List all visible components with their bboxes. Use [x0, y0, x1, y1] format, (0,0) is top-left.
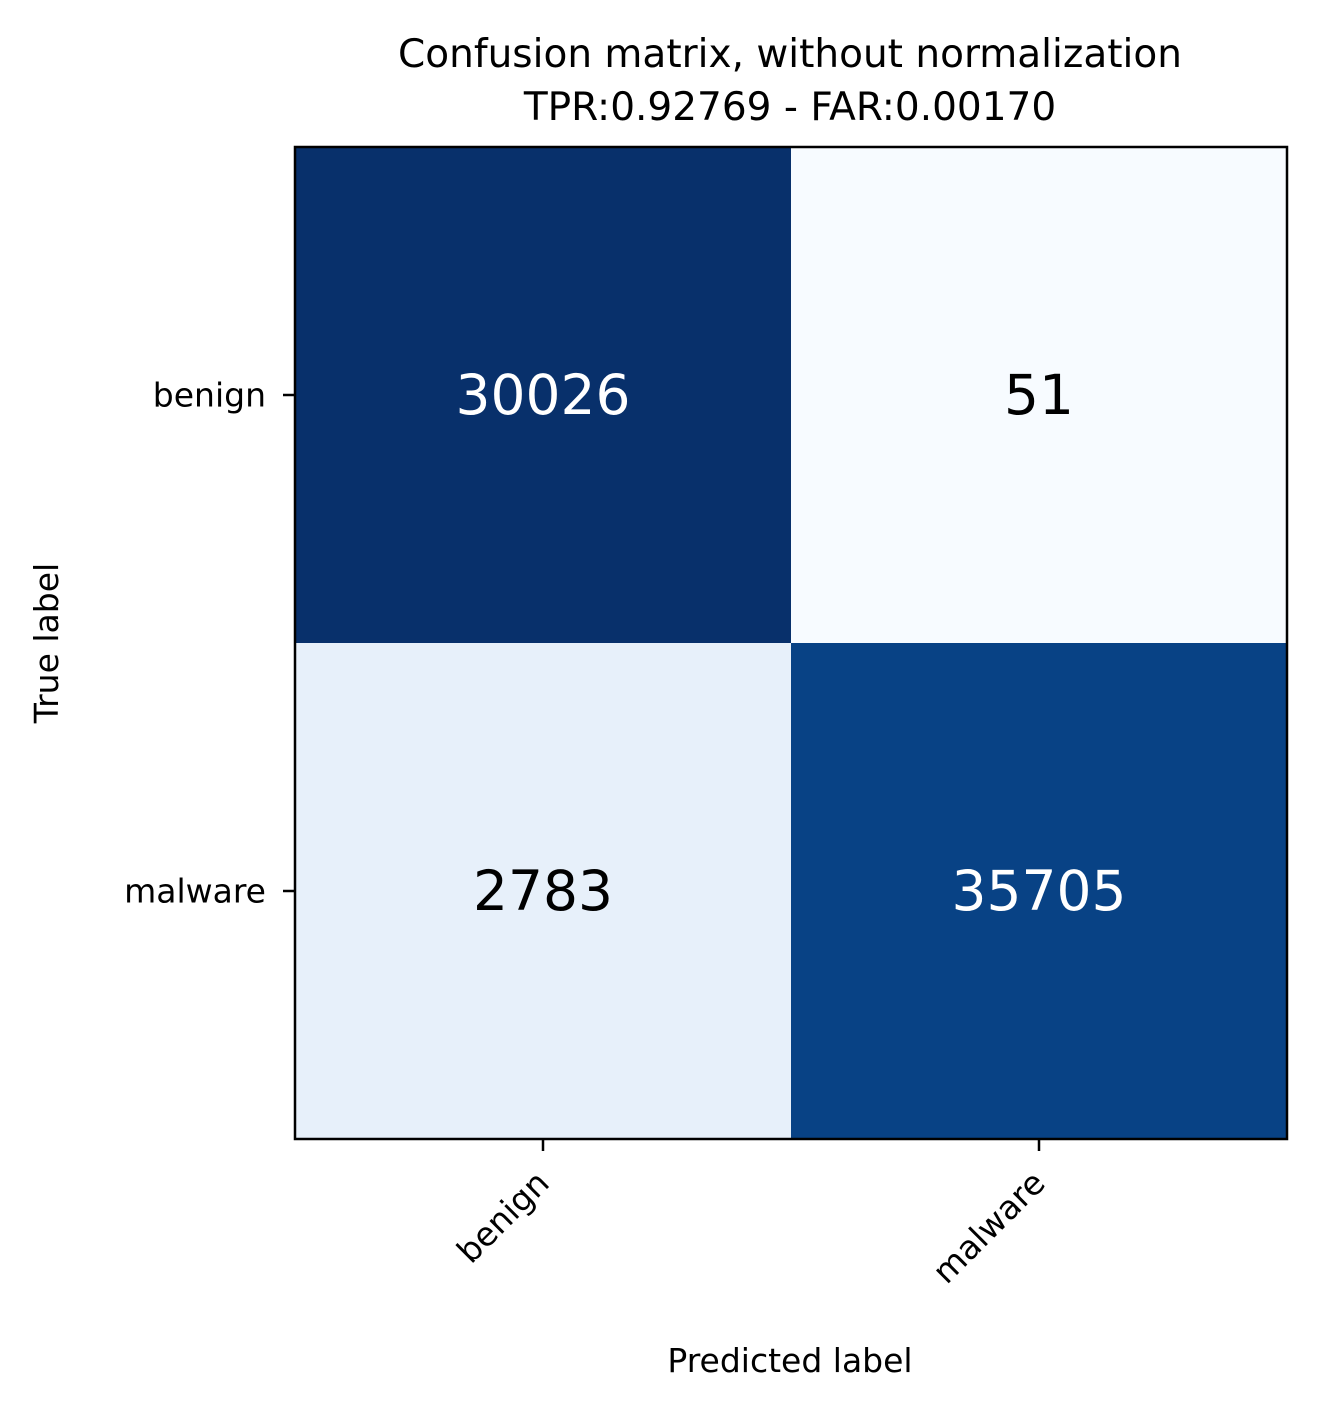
heatmap-cell: [295, 147, 792, 644]
x-tick-label: malware: [925, 1163, 1053, 1291]
x-axis-ticks: benign malware: [449, 1139, 1053, 1291]
heatmap-cell: [791, 643, 1288, 1140]
x-tick-label: benign: [449, 1163, 557, 1271]
heatmap-cells: [295, 147, 1288, 1140]
cell-value-label: 30026: [456, 363, 631, 427]
heatmap-cell: [791, 147, 1288, 644]
cell-value-label: 51: [1004, 363, 1074, 427]
chart-subtitle: TPR:0.92769 - FAR:0.00170: [523, 85, 1056, 130]
x-axis-label: Predicted label: [667, 1341, 912, 1380]
cell-value-labels: 30026 51 2783 35705: [456, 363, 1127, 923]
y-axis-ticks: benign malware: [124, 376, 295, 911]
y-tick-label: benign: [153, 376, 266, 415]
y-axis-label: True label: [27, 563, 66, 724]
heatmap-cell: [295, 643, 792, 1140]
chart-title: Confusion matrix, without normalization: [398, 32, 1182, 77]
plot-frame: [293, 145, 1289, 1141]
cell-value-label: 35705: [952, 859, 1127, 923]
y-tick-label: malware: [124, 872, 266, 911]
cell-value-label: 2783: [473, 859, 613, 923]
